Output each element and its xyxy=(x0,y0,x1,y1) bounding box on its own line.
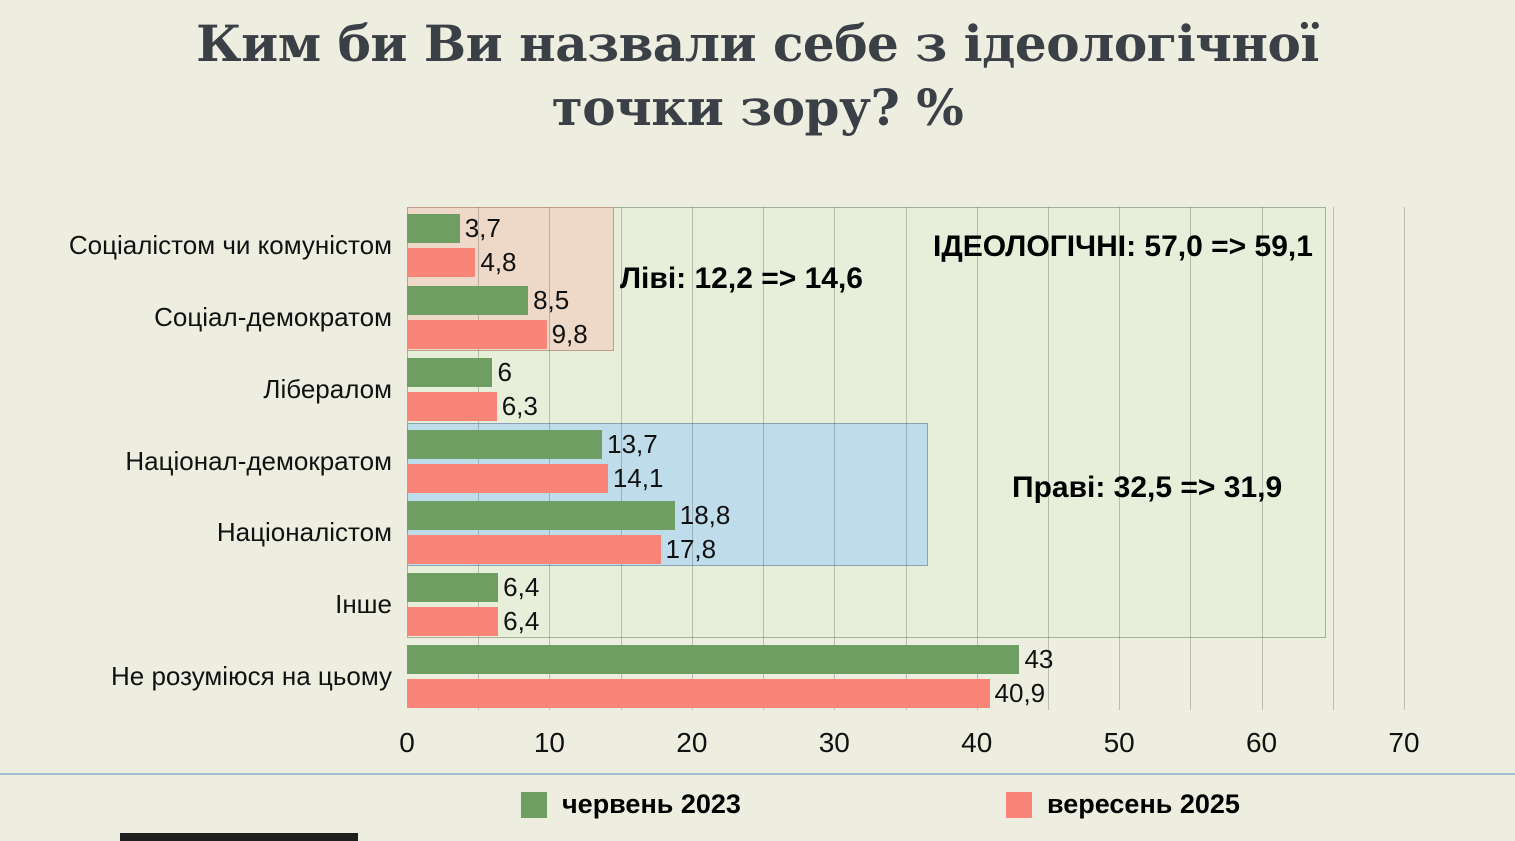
value-label-june-2023: 8,5 xyxy=(533,284,570,315)
bar-june-2023 xyxy=(407,285,529,315)
gridline-20 xyxy=(691,207,693,710)
x-tick-label: 40 xyxy=(961,727,993,758)
gridline-15 xyxy=(620,207,622,710)
bottom-banner-fragment xyxy=(120,833,358,841)
legend-label-june-2023: червень 2023 xyxy=(562,789,741,819)
annotation-ideological-total: ІДЕОЛОГІЧНІ: 57,0 => 59,1 xyxy=(933,230,1313,263)
legend-item-june-2023: червень 2023 xyxy=(521,789,741,820)
x-tick-label: 30 xyxy=(818,727,850,758)
annotation-left-bloc: Ліві: 12,2 => 14,6 xyxy=(620,262,863,295)
value-label-september-2025: 14,1 xyxy=(612,462,664,493)
legend-item-september-2025: вересень 2025 xyxy=(1006,789,1240,820)
annotation-right-bloc: Праві: 32,5 => 31,9 xyxy=(1012,471,1283,504)
value-label-september-2025: 40,9 xyxy=(994,678,1046,709)
value-label-june-2023: 6 xyxy=(497,356,512,387)
gridline-50 xyxy=(1119,207,1121,710)
gridline-45 xyxy=(1047,207,1049,710)
gridline-60 xyxy=(1261,207,1263,710)
value-label-september-2025: 4,8 xyxy=(480,247,517,277)
value-label-june-2023: 6,4 xyxy=(503,572,540,603)
chart-title-line2: точки зору? % xyxy=(551,78,964,137)
chart-title: Ким би Ви назвали себе з ідеологічної то… xyxy=(0,12,1515,140)
category-label: Лібералом xyxy=(263,373,392,404)
value-label-june-2023: 3,7 xyxy=(464,213,501,243)
bar-september-2025 xyxy=(407,319,547,349)
x-tick-label: 70 xyxy=(1388,727,1420,758)
bar-june-2023 xyxy=(407,429,603,459)
legend-swatch-june-2023-icon xyxy=(521,791,547,818)
category-label: Інше xyxy=(335,589,392,620)
value-label-june-2023: 18,8 xyxy=(679,500,731,531)
value-label-june-2023: 43 xyxy=(1024,644,1054,675)
category-label: Націоналістом xyxy=(216,517,392,548)
bar-june-2023 xyxy=(407,573,499,603)
bar-september-2025 xyxy=(407,535,661,565)
category-label: Соціалістом чи комуністом xyxy=(68,230,392,260)
bar-june-2023 xyxy=(407,501,675,531)
category-label: Націонал-демократом xyxy=(125,445,392,476)
bar-june-2023 xyxy=(407,214,460,243)
x-tick-label: 0 xyxy=(399,727,415,758)
x-tick-label: 20 xyxy=(676,727,708,758)
x-tick-label: 60 xyxy=(1245,727,1278,758)
value-label-june-2023: 13,7 xyxy=(607,428,658,459)
x-tick-label: 50 xyxy=(1103,727,1135,758)
plot-area: 3,7 4,8 8,5 9,8 6 6,3 13,7 14,1 18,8 17,8 6,4 6,4 43… xyxy=(407,207,1405,710)
bar-september-2025 xyxy=(407,607,499,637)
gridline-35 xyxy=(905,207,907,710)
value-label-september-2025: 17,8 xyxy=(665,534,717,565)
bar-september-2025 xyxy=(407,463,608,493)
category-label: Соціал-демократом xyxy=(154,301,392,332)
bar-june-2023 xyxy=(407,357,493,387)
bar-september-2025 xyxy=(407,679,990,709)
legend-swatch-september-2025-icon xyxy=(1006,791,1032,818)
gridline-30 xyxy=(834,207,836,710)
divider-line xyxy=(0,773,1515,775)
legend-label-september-2025: вересень 2025 xyxy=(1047,789,1240,819)
value-label-september-2025: 6,3 xyxy=(501,390,538,421)
bar-september-2025 xyxy=(407,248,476,277)
value-label-september-2025: 9,8 xyxy=(551,318,588,349)
gridline-25 xyxy=(763,207,765,710)
gridline-55 xyxy=(1190,207,1192,710)
gridline-65 xyxy=(1332,207,1334,710)
gridline-40 xyxy=(976,207,978,710)
bar-june-2023 xyxy=(407,645,1020,675)
category-label: Не розуміюся на цьому xyxy=(111,661,392,692)
chart-title-line1: Ким би Ви назвали себе з ідеологічної xyxy=(196,14,1319,73)
bar-september-2025 xyxy=(407,391,497,421)
gridline-70 xyxy=(1404,207,1405,710)
x-tick-label: 10 xyxy=(533,727,565,758)
value-label-september-2025: 6,4 xyxy=(503,606,540,637)
